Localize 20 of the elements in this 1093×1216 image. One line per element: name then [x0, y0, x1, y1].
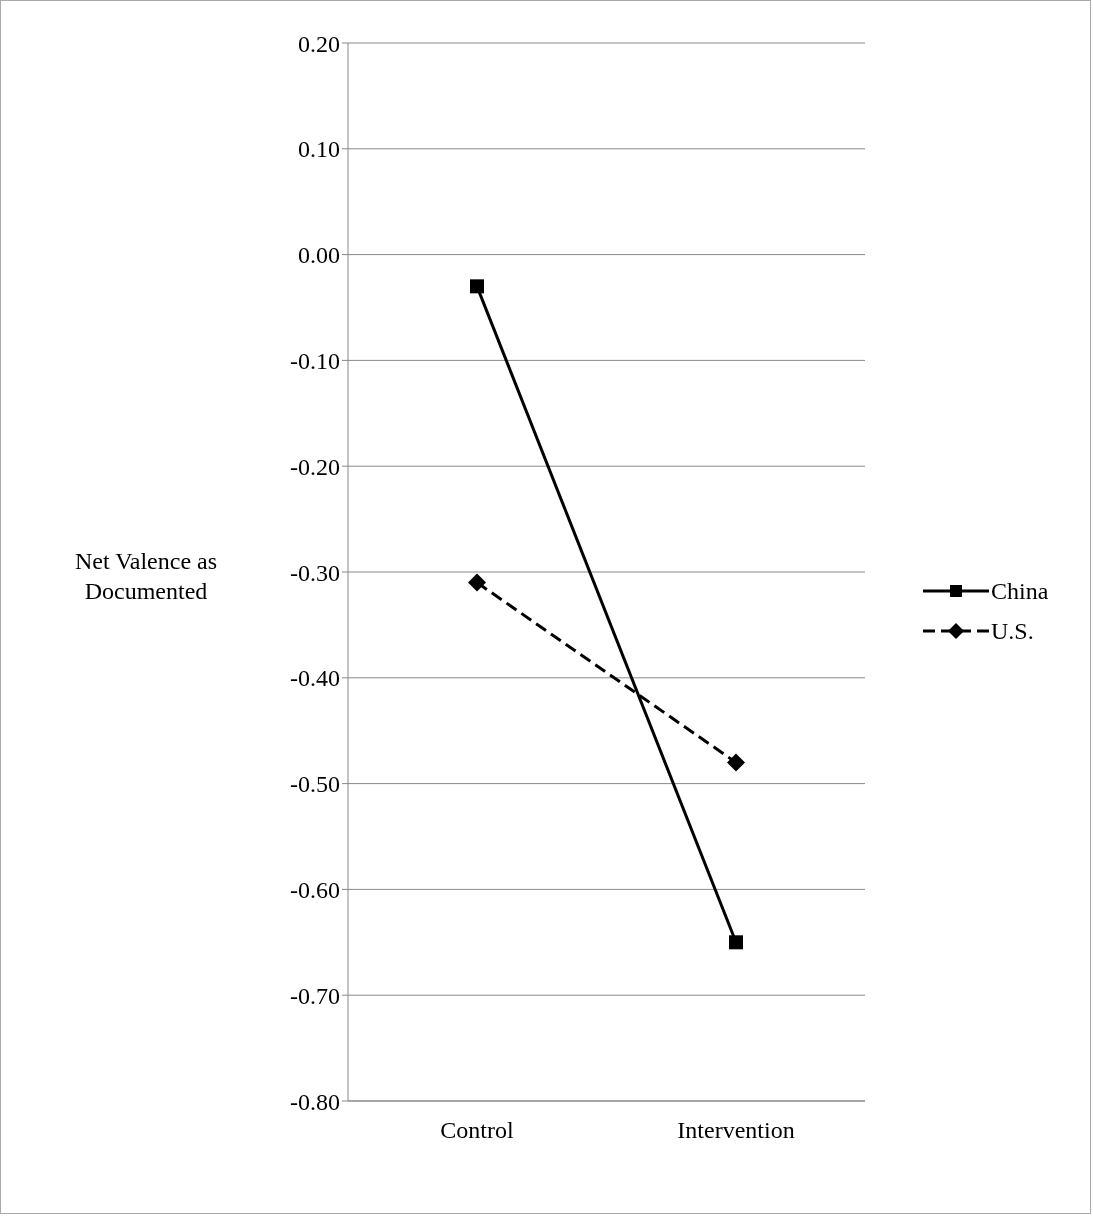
y-tick-label: 0.20 [298, 30, 340, 57]
y-tick-label: -0.10 [290, 347, 340, 374]
point [470, 279, 484, 294]
y-tick-label: 0.00 [298, 242, 340, 269]
x-tick-label: Control [440, 1117, 514, 1144]
y-tick-label: -0.70 [290, 982, 340, 1009]
y-tick-label: -0.60 [290, 876, 340, 903]
legend-label: China [991, 577, 1049, 605]
point [468, 573, 486, 592]
x-tick-label: Intervention [677, 1117, 795, 1144]
y-tick-label: -0.40 [290, 665, 340, 692]
y-tick-label: -0.20 [290, 453, 340, 480]
y-tick-label: 0.10 [298, 136, 340, 163]
y-tick-label: -0.80 [290, 1088, 340, 1115]
point [729, 935, 743, 950]
point [727, 753, 745, 772]
y-tick-label: -0.50 [290, 771, 340, 798]
legend-label: U.S. [991, 617, 1034, 645]
y-axis-title: Net Valence as Documented [73, 547, 219, 606]
y-tick-label: -0.30 [290, 559, 340, 586]
